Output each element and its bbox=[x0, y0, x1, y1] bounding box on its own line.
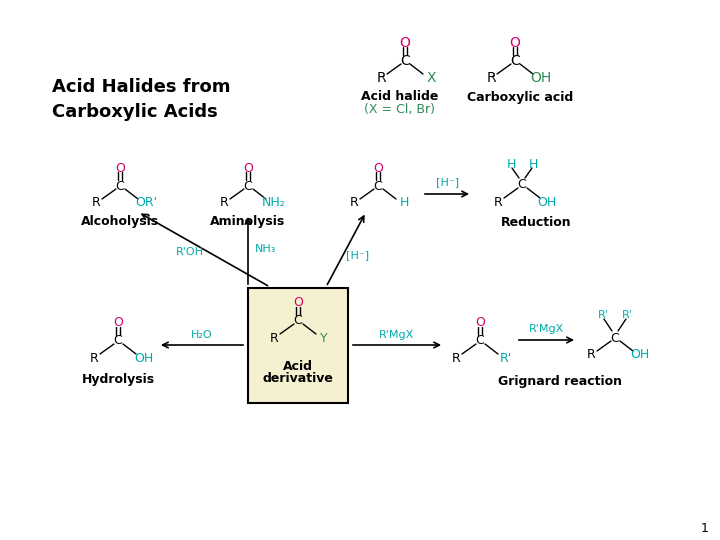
Text: C: C bbox=[116, 179, 125, 192]
Text: Hydrolysis: Hydrolysis bbox=[81, 374, 155, 387]
Text: R: R bbox=[91, 197, 100, 210]
Text: R: R bbox=[220, 197, 228, 210]
Text: [H⁻]: [H⁻] bbox=[346, 250, 369, 260]
Text: O: O bbox=[243, 161, 253, 174]
Text: R'MgX: R'MgX bbox=[529, 324, 564, 334]
Text: C: C bbox=[510, 54, 520, 68]
Text: H: H bbox=[506, 158, 516, 171]
Text: R': R' bbox=[500, 352, 512, 365]
Text: [H⁻]: [H⁻] bbox=[436, 177, 459, 187]
Text: C: C bbox=[374, 179, 382, 192]
Text: O: O bbox=[475, 316, 485, 329]
Text: Grignard reaction: Grignard reaction bbox=[498, 375, 622, 388]
Text: (X = Cl, Br): (X = Cl, Br) bbox=[364, 103, 436, 116]
Text: R: R bbox=[376, 71, 386, 85]
Text: H: H bbox=[400, 197, 409, 210]
Text: O: O bbox=[400, 36, 410, 50]
Text: derivative: derivative bbox=[263, 372, 333, 384]
Text: C: C bbox=[611, 332, 619, 345]
Text: NH₃: NH₃ bbox=[256, 244, 276, 253]
Text: R: R bbox=[89, 352, 99, 365]
Text: H: H bbox=[528, 158, 538, 171]
Text: OH: OH bbox=[631, 348, 649, 361]
Text: OH: OH bbox=[135, 352, 153, 365]
Text: R: R bbox=[350, 197, 359, 210]
Text: Acid: Acid bbox=[283, 361, 313, 374]
Text: C: C bbox=[518, 179, 526, 192]
Text: H₂O: H₂O bbox=[192, 330, 213, 340]
Text: R: R bbox=[486, 71, 496, 85]
Text: O: O bbox=[510, 36, 521, 50]
Text: C: C bbox=[400, 54, 410, 68]
Bar bbox=[248, 287, 348, 402]
Text: Acid halide: Acid halide bbox=[361, 91, 438, 104]
Text: C: C bbox=[243, 179, 253, 192]
Text: Alcoholysis: Alcoholysis bbox=[81, 215, 159, 228]
Text: NH₂: NH₂ bbox=[262, 197, 286, 210]
Text: O: O bbox=[115, 161, 125, 174]
Text: Aminolysis: Aminolysis bbox=[210, 215, 286, 228]
Text: Y: Y bbox=[320, 332, 328, 345]
Text: O: O bbox=[373, 161, 383, 174]
Text: Reduction: Reduction bbox=[500, 215, 571, 228]
Text: O: O bbox=[293, 296, 303, 309]
Text: R: R bbox=[587, 348, 595, 361]
Text: Carboxylic acid: Carboxylic acid bbox=[467, 91, 573, 104]
Text: R: R bbox=[269, 332, 279, 345]
Text: C: C bbox=[294, 314, 302, 327]
Text: R: R bbox=[494, 195, 503, 208]
Text: C: C bbox=[476, 334, 485, 348]
Text: O: O bbox=[113, 316, 123, 329]
Text: OH: OH bbox=[537, 195, 557, 208]
Text: R'OH: R'OH bbox=[176, 247, 204, 257]
Text: R': R' bbox=[621, 310, 632, 320]
Text: 1: 1 bbox=[701, 522, 709, 535]
Text: X: X bbox=[426, 71, 436, 85]
Text: Acid Halides from
Carboxylic Acids: Acid Halides from Carboxylic Acids bbox=[52, 78, 230, 121]
Text: R': R' bbox=[598, 310, 608, 320]
Text: OH: OH bbox=[531, 71, 552, 85]
Text: R: R bbox=[451, 352, 460, 365]
Text: C: C bbox=[114, 334, 122, 348]
Text: OR': OR' bbox=[135, 197, 157, 210]
Text: R'MgX: R'MgX bbox=[379, 330, 415, 340]
